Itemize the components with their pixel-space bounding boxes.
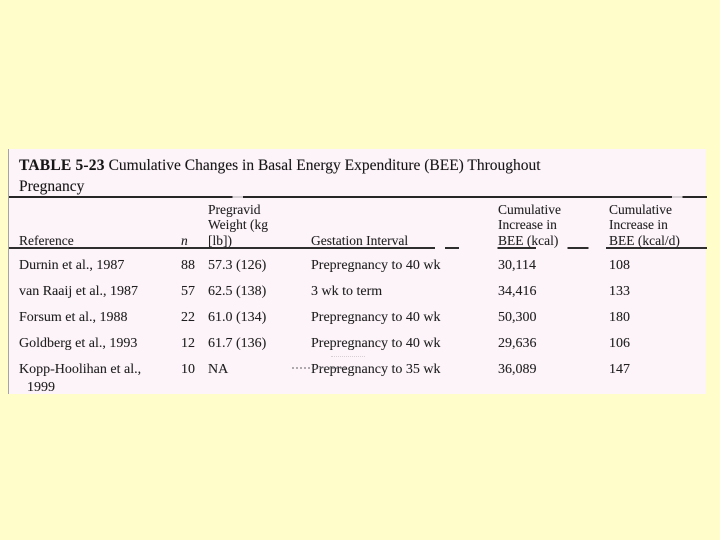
table-body: Durnin et al., 1987 88 57.3 (126) Prepre… <box>9 253 707 396</box>
cell-bee-kcal-d: 180 <box>609 310 630 325</box>
cell-weight: 57.3 (126) <box>208 258 267 273</box>
cell-weight: NA <box>208 362 229 377</box>
col-header-pregravid-weight: Pregravid Weight (kg [lb]) <box>208 201 269 248</box>
cell-bee-kcal: 36,089 <box>498 362 537 377</box>
table-row: Goldberg et al., 1993 12 61.7 (136) Prep… <box>9 331 707 357</box>
cell-reference: van Raaij et al., 1987 <box>19 284 138 299</box>
cell-bee-kcal: 50,300 <box>498 310 537 325</box>
col-header-cumulative-bee-kcal-d: Cumulative Increase in BEE (kcal/d) <box>609 201 680 248</box>
table-number-label: TABLE 5-23 <box>19 157 105 174</box>
table-title: TABLE 5-23 Cumulative Changes in Basal E… <box>19 155 699 197</box>
cell-reference: Goldberg et al., 1993 <box>19 336 138 351</box>
bee-table: Reference n Pregravid Weight (kg [lb]) G… <box>9 200 707 396</box>
cell-weight: 61.0 (134) <box>208 310 267 325</box>
cell-bee-kcal: 30,114 <box>498 258 536 273</box>
cell-gestation-interval: Prepregnancy to 40 wk <box>311 310 441 325</box>
title-rule <box>9 196 707 198</box>
scan-smudge-artifact <box>292 367 346 369</box>
header-row: Reference n Pregravid Weight (kg [lb]) G… <box>9 200 707 253</box>
cell-n: 12 <box>181 336 195 351</box>
cell-bee-kcal-d: 133 <box>609 284 630 299</box>
cell-reference: Kopp-Hoolihan et al., 1999 <box>19 362 142 395</box>
cell-n: 88 <box>181 258 195 273</box>
cell-gestation-interval: 3 wk to term <box>311 284 383 299</box>
cell-weight: 62.5 (138) <box>208 284 267 299</box>
cell-bee-kcal-d: 106 <box>609 336 630 351</box>
cell-bee-kcal: 29,636 <box>498 336 537 351</box>
cell-gestation-interval: Prepregnancy to 35 wk <box>311 362 441 377</box>
scan-smudge-artifact-small <box>331 356 365 357</box>
cell-reference: Forsum et al., 1988 <box>19 310 128 325</box>
header-rule <box>9 247 707 249</box>
table-row: van Raaij et al., 1987 57 62.5 (138) 3 w… <box>9 279 707 305</box>
table-row: Forsum et al., 1988 22 61.0 (134) Prepre… <box>9 305 707 331</box>
cell-n: 22 <box>181 310 195 325</box>
col-header-gestation-interval: Gestation Interval <box>311 232 409 248</box>
cell-gestation-interval: Prepregnancy to 40 wk <box>311 258 441 273</box>
cell-bee-kcal-d: 108 <box>609 258 630 273</box>
cell-weight: 61.7 (136) <box>208 336 267 351</box>
table-row: Durnin et al., 1987 88 57.3 (126) Prepre… <box>9 253 707 279</box>
cell-reference: Durnin et al., 1987 <box>19 258 125 273</box>
table-title-text-line2: Pregnancy <box>19 178 85 195</box>
col-header-n: n <box>181 232 188 248</box>
table-image-panel: TABLE 5-23 Cumulative Changes in Basal E… <box>8 149 707 396</box>
cell-n: 57 <box>181 284 195 299</box>
cell-n: 10 <box>181 362 195 377</box>
col-header-reference: Reference <box>19 232 74 248</box>
cell-bee-kcal-d: 147 <box>609 362 630 377</box>
table-row: Kopp-Hoolihan et al., 1999 10 NA Prepreg… <box>9 357 707 396</box>
cell-bee-kcal: 34,416 <box>498 284 537 299</box>
table-title-text: Cumulative Changes in Basal Energy Expen… <box>108 157 541 174</box>
cell-gestation-interval: Prepregnancy to 40 wk <box>311 336 441 351</box>
table-header: Reference n Pregravid Weight (kg [lb]) G… <box>9 200 707 253</box>
col-header-cumulative-bee-kcal: Cumulative Increase in BEE (kcal) <box>498 201 561 248</box>
